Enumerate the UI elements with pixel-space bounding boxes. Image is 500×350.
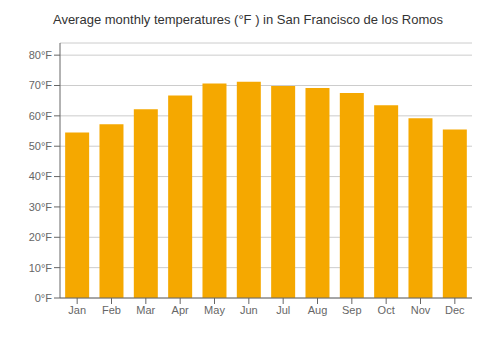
svg-text:Nov: Nov — [411, 304, 431, 316]
svg-text:Sep: Sep — [342, 304, 362, 316]
svg-text:20°F: 20°F — [29, 231, 53, 243]
svg-text:Jun: Jun — [240, 304, 258, 316]
svg-text:Oct: Oct — [378, 304, 395, 316]
svg-text:Jul: Jul — [276, 304, 290, 316]
svg-text:30°F: 30°F — [29, 201, 53, 213]
svg-text:70°F: 70°F — [29, 79, 53, 91]
svg-text:60°F: 60°F — [29, 110, 53, 122]
svg-text:Apr: Apr — [172, 304, 189, 316]
svg-text:Jan: Jan — [68, 304, 86, 316]
svg-text:80°F: 80°F — [29, 49, 53, 61]
svg-text:Feb: Feb — [102, 304, 121, 316]
svg-text:50°F: 50°F — [29, 140, 53, 152]
svg-text:May: May — [204, 304, 225, 316]
svg-text:Mar: Mar — [136, 304, 155, 316]
svg-text:Aug: Aug — [308, 304, 328, 316]
html-text:Average monthly temperatures (: Average monthly temperatures (°F ) in Sa… — [53, 12, 443, 27]
svg-text:40°F: 40°F — [29, 170, 53, 182]
svg-text:0°F: 0°F — [35, 292, 53, 304]
svg-text:Dec: Dec — [445, 304, 465, 316]
svg-text:10°F: 10°F — [29, 262, 53, 274]
